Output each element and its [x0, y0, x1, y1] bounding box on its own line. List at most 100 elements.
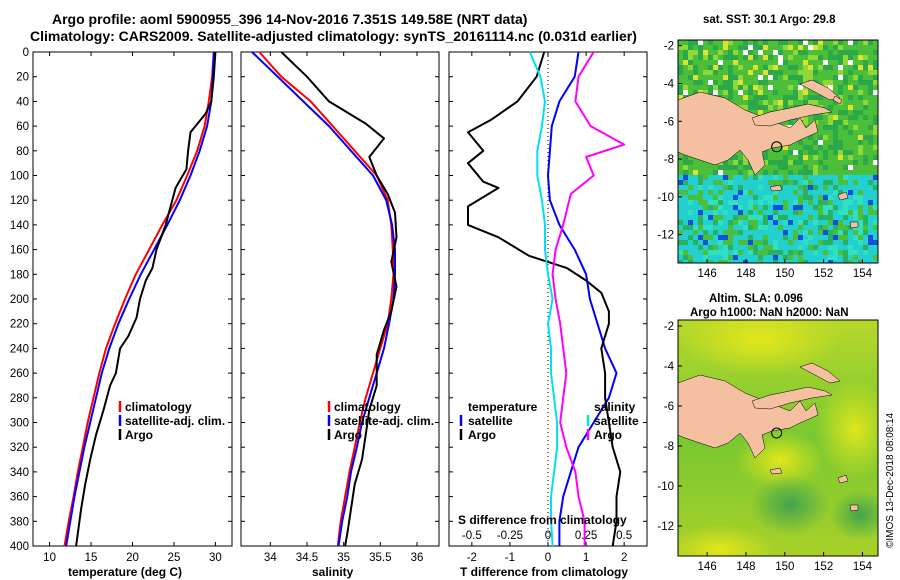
sst-cell — [823, 150, 828, 155]
sst-cell — [848, 85, 853, 90]
sst-cell — [868, 135, 873, 140]
sla-low-south — [750, 475, 830, 535]
sst-cell — [773, 225, 778, 230]
depth-tick-label: 60 — [16, 121, 29, 133]
sst-cell — [678, 65, 683, 70]
temperature-legend: climatology satellite-adj. clim. Argo — [118, 400, 225, 442]
differences-series-s-satellite — [551, 51, 626, 546]
sst-cell — [683, 240, 688, 245]
sst-cell — [753, 190, 758, 195]
sst-cell — [858, 185, 863, 190]
sst-cell — [773, 200, 778, 205]
sst-cell — [873, 145, 878, 150]
sst-cell — [813, 210, 818, 215]
sla-xtick-label: 150 — [775, 561, 794, 573]
sst-cell — [838, 190, 843, 195]
sst-cell — [823, 180, 828, 185]
sst-cell — [718, 225, 723, 230]
sst-cell — [718, 250, 723, 255]
sst-cell — [838, 205, 843, 210]
sst-cell — [783, 60, 788, 65]
sst-cell — [813, 200, 818, 205]
sst-cell — [813, 230, 818, 235]
differences-series-s-climatology — [528, 51, 559, 547]
sst-cell — [848, 250, 853, 255]
sst-cell — [808, 55, 813, 60]
sst-cell — [803, 250, 808, 255]
sst-cell — [808, 260, 813, 263]
sst-cell — [713, 55, 718, 60]
sst-cell — [798, 160, 803, 165]
sst-cell — [823, 235, 828, 240]
sst-cell — [863, 240, 868, 245]
sst-cell — [868, 80, 873, 85]
sst-cell — [798, 245, 803, 250]
depth-tick-label: 260 — [10, 368, 29, 380]
sst-cell — [703, 90, 708, 95]
sst-cell — [678, 255, 683, 260]
sst-cell — [713, 255, 718, 260]
sst-cell — [748, 255, 753, 260]
sst-cell — [758, 75, 763, 80]
sst-cell — [843, 220, 848, 225]
sst-cell — [728, 90, 733, 95]
sst-cell — [868, 235, 873, 240]
sst-cell — [793, 50, 798, 55]
depth-tick-label: 220 — [10, 319, 29, 331]
sst-cell — [758, 190, 763, 195]
sst-cell — [708, 90, 713, 95]
sst-cell — [873, 200, 878, 205]
temperature-xtick-label: 10 — [43, 552, 56, 564]
sst-cell — [843, 250, 848, 255]
sst-cell — [843, 55, 848, 60]
sst-cell — [748, 215, 753, 220]
sst-cell — [763, 200, 768, 205]
sst-cell — [768, 215, 773, 220]
sst-cell — [788, 170, 793, 175]
sst-cell — [853, 110, 858, 115]
sst-xtick-label: 150 — [775, 268, 794, 280]
sst-cell — [743, 220, 748, 225]
sst-cell — [723, 40, 728, 45]
sst-cell — [733, 255, 738, 260]
sst-cell — [813, 220, 818, 225]
sst-cell — [863, 160, 868, 165]
sst-cell — [693, 235, 698, 240]
sst-cell — [743, 255, 748, 260]
depth-axis: 0 20 40 60 80 100 120 140 160 180 200 220 240 260 280 3… — [10, 47, 29, 553]
sst-cell — [853, 250, 858, 255]
sst-cell — [843, 230, 848, 235]
sst-cell — [748, 240, 753, 245]
sst-cell — [793, 220, 798, 225]
sst-cell — [708, 80, 713, 85]
differences-chart: -2 -1 0 1 2 -0.5 -0.25 0 0.25 0.5 — [449, 51, 647, 564]
sst-cell — [798, 205, 803, 210]
sst-cell — [848, 215, 853, 220]
sst-cell — [768, 175, 773, 180]
sla-ytick-label: -2 — [664, 321, 674, 333]
sst-cell — [708, 210, 713, 215]
sst-cell — [873, 250, 878, 255]
sst-cell — [733, 260, 738, 263]
sst-cell — [758, 105, 763, 110]
sst-cell — [688, 220, 693, 225]
sst-cell — [798, 80, 803, 85]
sst-cell — [873, 75, 878, 80]
sst-cell — [838, 185, 843, 190]
sst-cell — [813, 235, 818, 240]
temperature-xlabel: temperature (deg C) — [68, 565, 182, 579]
sst-cell — [773, 190, 778, 195]
sst-cell — [753, 100, 758, 105]
sst-cell — [688, 50, 693, 55]
sst-cell — [708, 250, 713, 255]
sst-cell — [838, 55, 843, 60]
sst-cell — [743, 250, 748, 255]
sst-cell — [868, 175, 873, 180]
sst-cell — [858, 140, 863, 145]
sst-cell — [823, 255, 828, 260]
sst-cell — [813, 40, 818, 45]
sst-cell — [718, 165, 723, 170]
sst-cell — [818, 235, 823, 240]
sst-cell — [818, 95, 823, 100]
sst-cell — [778, 245, 783, 250]
